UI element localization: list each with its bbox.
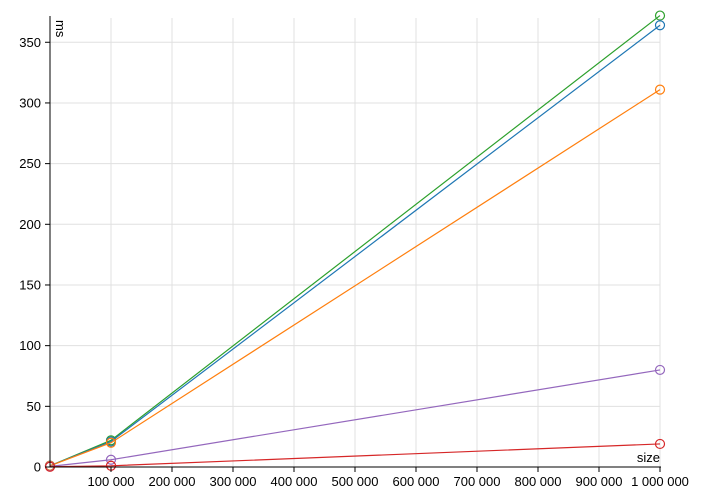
y-tick-label: 50 [27,399,41,414]
series-line-4 [49,443,661,468]
data-point [654,438,666,450]
data-point [654,84,666,95]
x-tick-label: 900 000 [576,474,623,489]
x-tick-label: 600 000 [393,474,440,489]
data-point [654,10,666,21]
x-tick-label: 100 000 [88,474,135,489]
y-tick-label: 200 [19,217,41,232]
x-tick-label: 700 000 [454,474,501,489]
y-axis-label: ms [53,20,68,38]
y-tick-label: 0 [34,460,41,475]
x-tick-label: 800 000 [515,474,562,489]
data-point [105,454,117,465]
x-tick-label: 1 000 000 [631,474,689,489]
series-line-3 [49,369,661,467]
grid [50,18,661,467]
x-axis-label: size [637,450,660,465]
y-tick-label: 250 [19,156,41,171]
data-point [105,437,117,448]
data-point [654,364,666,376]
data-point [654,20,666,31]
x-tick-label: 200 000 [149,474,196,489]
y-ticks: 0 50 100 150 200 250 300 350 [19,35,50,475]
y-tick-label: 100 [19,338,41,353]
series-line-2 [49,89,661,467]
x-ticks: 100 000 200 000 300 000 400 000 500 000 600 0… [88,467,689,489]
x-tick-label: 400 000 [271,474,318,489]
y-tick-label: 300 [19,95,41,110]
y-tick-label: 150 [19,277,41,292]
x-tick-label: 300 000 [210,474,257,489]
y-tick-label: 350 [19,35,41,50]
x-tick-label: 500 000 [332,474,379,489]
